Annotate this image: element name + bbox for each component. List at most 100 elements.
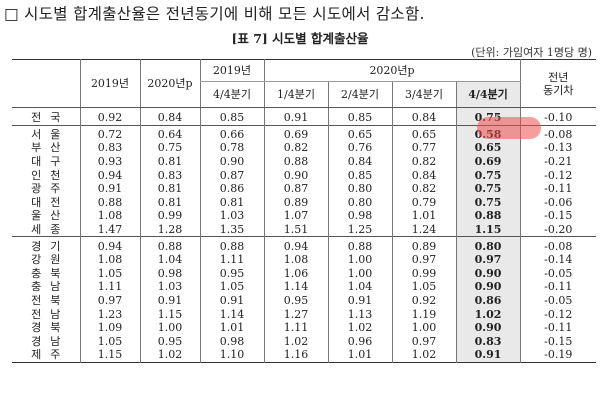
table-body: 전국0.920.840.850.910.850.840.75-0.10서울0.7…	[12, 107, 597, 363]
value-cell: 0.80	[327, 195, 392, 210]
table-row: 세종 1.47 1.28 1.35 1.51 1.25 1.24 1.15 -0.20	[12, 222, 597, 237]
region-cell: 서울	[12, 124, 80, 142]
value-cell: 1.05	[79, 334, 140, 349]
region-cell: 경남	[31, 334, 70, 348]
value-cell: 0.84	[327, 154, 392, 169]
region-cell: 제주	[31, 348, 70, 362]
value-cell: 0.88	[327, 236, 392, 253]
header-2019-q4: 4/4분기	[199, 81, 264, 108]
value-cell: 0.80	[327, 181, 392, 196]
value-cell: 0.87	[199, 168, 264, 182]
region-cell: 대전	[31, 195, 70, 209]
value-cell-q4: 0.75	[455, 168, 521, 182]
value-cell: 1.04	[327, 280, 392, 294]
value-cell: 1.00	[327, 252, 392, 267]
region-cell: 전국	[31, 111, 70, 125]
value-cell: 0.98	[327, 209, 392, 223]
value-cell: 1.15	[139, 307, 200, 321]
value-cell: 0.82	[263, 141, 328, 155]
value-cell: 0.65	[327, 124, 392, 142]
value-cell: 1.08	[79, 209, 140, 223]
value-cell: 0.98	[139, 266, 200, 281]
value-cell: -0.06	[519, 195, 597, 210]
value-cell: 1.01	[199, 320, 264, 335]
value-cell: -0.08	[519, 236, 597, 253]
value-cell: 0.88	[79, 195, 140, 210]
value-cell-q4: 0.69	[455, 154, 521, 169]
value-cell: 1.02	[263, 334, 328, 349]
header-2019: 2019년	[79, 59, 140, 108]
value-cell: 0.97	[391, 252, 456, 267]
value-cell: 0.76	[327, 141, 392, 155]
value-cell: 0.91	[79, 181, 140, 196]
value-cell: 0.92	[79, 107, 140, 126]
value-cell-q4: 1.15	[455, 222, 521, 237]
value-cell: -0.05	[519, 266, 597, 281]
value-cell: 0.86	[199, 181, 264, 196]
value-cell: 1.11	[199, 252, 264, 267]
value-cell: -0.15	[519, 209, 597, 223]
table-row: 울산 1.08 0.99 1.03 1.07 0.98 1.01 0.88 -0.15	[12, 209, 597, 223]
region-cell: 강원	[31, 253, 70, 267]
value-cell: 0.84	[391, 168, 456, 182]
value-cell: 0.69	[263, 124, 328, 142]
value-cell: 0.85	[327, 168, 392, 182]
value-cell: 1.23	[79, 307, 140, 321]
value-cell: 0.83	[79, 141, 140, 155]
region-cell: 전북	[31, 294, 70, 308]
value-cell: 0.75	[139, 141, 200, 155]
value-cell: 0.64	[139, 124, 200, 142]
value-cell: -0.11	[519, 280, 597, 294]
region-cell: 인천	[31, 168, 70, 182]
value-cell: 1.13	[327, 307, 392, 321]
value-cell: 0.72	[79, 124, 140, 142]
value-cell-q4: 0.90	[455, 280, 521, 294]
value-cell: -0.15	[519, 334, 597, 349]
value-cell: 1.24	[391, 222, 456, 237]
value-cell: 1.16	[263, 348, 328, 363]
value-cell: 1.47	[79, 222, 140, 237]
value-cell: 0.85	[199, 107, 264, 126]
value-cell: 0.91	[327, 293, 392, 308]
value-cell: 1.01	[391, 209, 456, 223]
value-cell: 0.99	[139, 209, 200, 223]
header-q4: 4/4분기	[455, 81, 521, 108]
value-cell: 0.95	[139, 334, 200, 349]
value-cell: 0.81	[139, 154, 200, 169]
table-row: 부산 0.83 0.75 0.78 0.82 0.76 0.77 0.65 -0.13	[12, 141, 597, 155]
value-cell: -0.20	[519, 222, 597, 237]
value-cell: 0.66	[199, 124, 264, 142]
value-cell: 0.81	[199, 195, 264, 210]
header-q1: 1/4분기	[263, 81, 328, 108]
value-cell: 1.02	[139, 348, 200, 363]
value-cell: 1.04	[139, 252, 200, 267]
highlight-marker	[477, 117, 541, 139]
table-caption: [표 7] 시도별 합계출산율	[231, 31, 369, 46]
header-2020p: 2020년p	[139, 59, 200, 108]
value-cell: 0.99	[391, 266, 456, 281]
table-row: 대전 0.88 0.81 0.81 0.89 0.80 0.79 0.75 -0.06	[12, 195, 597, 210]
region-cell: 세종	[31, 223, 70, 237]
table-row: 충북 1.05 0.98 0.95 1.06 1.00 0.99 0.90 -0.05	[12, 266, 597, 281]
region-cell: 경기	[12, 236, 80, 253]
value-cell: 0.77	[391, 141, 456, 155]
value-cell: 1.25	[327, 222, 392, 237]
table-row: 광주 0.91 0.81 0.86 0.87 0.80 0.82 0.75 -0.11	[12, 181, 597, 196]
value-cell: 1.02	[391, 348, 456, 363]
value-cell: -0.19	[519, 348, 597, 363]
region-header	[12, 59, 80, 108]
header-yoy: 전년 동기차	[519, 59, 597, 108]
region-cell: 울산	[31, 209, 70, 223]
table-row: 경남 1.05 0.95 0.98 1.02 0.96 0.97 0.83 -0.15	[12, 334, 597, 349]
headline: □ 시도별 합계출산율은 전년동기에 비해 모든 시도에서 감소함.	[4, 5, 425, 23]
region-cell: 충북	[31, 266, 70, 280]
value-cell: -0.14	[519, 252, 597, 267]
header-2020p-group: 2020년p	[263, 59, 521, 82]
table-row: 대구 0.93 0.81 0.90 0.88 0.84 0.82 0.69 -0.21	[12, 154, 597, 169]
value-cell: 0.97	[79, 293, 140, 308]
region-cell: 대구	[31, 155, 70, 169]
value-cell: 0.88	[263, 154, 328, 169]
value-cell: 0.89	[263, 195, 328, 210]
value-cell: 1.05	[199, 280, 264, 294]
value-cell-q4: 0.83	[455, 334, 521, 349]
